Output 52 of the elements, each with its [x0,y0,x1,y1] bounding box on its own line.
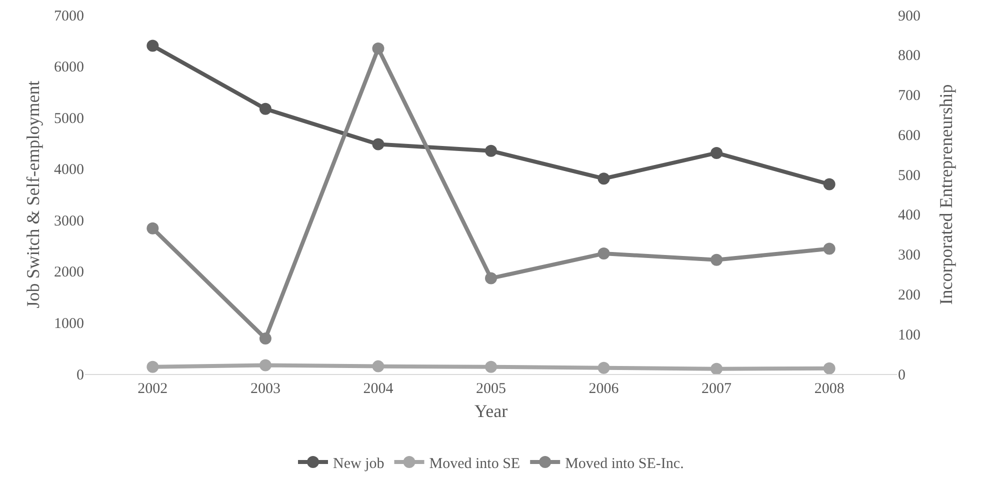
y2-tick-label: 600 [898,128,920,144]
x-tick-label: 2008 [814,381,844,397]
y2-tick-label: 800 [898,48,920,64]
point [259,332,272,344]
y2-tick-label: 700 [898,88,920,104]
y2-tick-label: 900 [898,8,920,24]
y2-tick-label: 500 [898,168,920,184]
point [372,138,384,150]
point [485,272,497,284]
x-tick-label: 2004 [363,381,394,397]
y-tick-label: 3000 [54,213,84,230]
point [146,222,159,234]
point [598,248,610,260]
point [485,360,497,373]
point [259,359,272,372]
x-tick-label: 2002 [138,381,168,397]
y-tick-label: 2000 [54,264,84,281]
point [372,42,384,55]
point [485,144,497,157]
point [598,172,610,185]
y2-axis-title: Incorporated Entrepreneurship [936,84,956,305]
point [146,40,159,52]
point [372,360,384,372]
point [710,362,723,375]
legend-label: Moved into SE-Inc. [565,456,684,472]
point [146,360,159,373]
legend-label: Moved into SE [429,456,520,472]
legend-label: New job [333,456,384,472]
point [823,242,836,255]
y-tick-label: 6000 [54,60,84,76]
y2-tick-label: 100 [898,327,920,344]
point [710,254,723,266]
x-tick-label: 2006 [588,381,620,397]
point [259,102,272,115]
y-tick-label: 1000 [54,316,84,332]
y-axis-title: Job Switch & Self-employment [23,80,43,308]
point [598,362,610,374]
y2-tick-label: 0 [898,367,906,384]
y-tick-label: 7000 [54,8,84,24]
y-tick-label: 5000 [54,110,84,127]
y-tick-label: 4000 [54,162,84,178]
y2-tick-label: 200 [898,287,920,304]
point [823,362,836,374]
x-tick-label: 2003 [250,381,280,397]
point [823,178,836,190]
x-tick-label: 2005 [476,381,506,397]
y-tick-label: 0 [76,367,84,384]
y2-tick-label: 400 [898,208,920,224]
y2-tick-label: 300 [898,248,920,264]
point [710,146,723,159]
x-axis-title: Year [474,401,508,422]
x-tick-label: 2007 [702,381,732,397]
